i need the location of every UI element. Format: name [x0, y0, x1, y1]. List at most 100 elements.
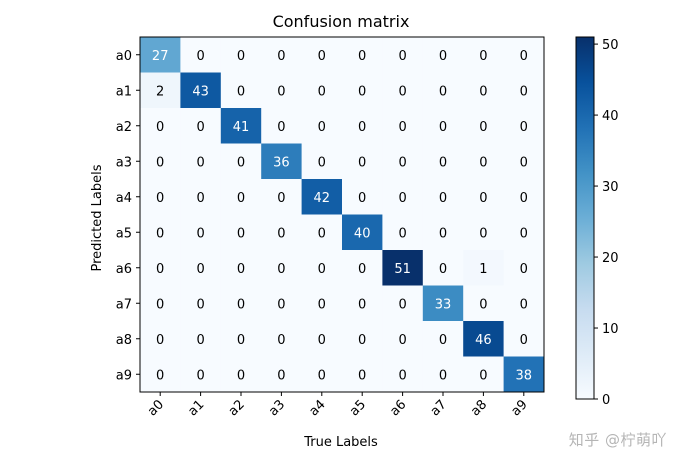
heatmap-cell — [422, 108, 464, 144]
cell-value-label: 0 — [520, 155, 528, 170]
heatmap-cell — [261, 72, 302, 109]
cell-value-label: 0 — [479, 191, 487, 206]
x-axis-label: True Labels — [303, 435, 378, 450]
cell-value-label: 0 — [398, 297, 406, 312]
heatmap-cell — [301, 321, 343, 357]
heatmap-cell — [422, 321, 464, 357]
heatmap-cell — [180, 72, 222, 109]
cell-value-label: 2 — [156, 84, 164, 99]
cell-value-label: 0 — [439, 333, 447, 348]
cell-value-label: 0 — [520, 297, 528, 312]
x-axis: a0 a1 a2 a3 a4 a5 a6 a7 a8 a9 — [145, 392, 531, 419]
cell-value-label: 1 — [479, 262, 487, 277]
cell-value-label: 0 — [398, 333, 406, 348]
cell-value-label: 0 — [520, 84, 528, 99]
cell-value-label: 0 — [156, 226, 164, 241]
heatmap-cell — [301, 285, 343, 322]
cell-value-label: 0 — [237, 84, 245, 99]
y-tick-label: a7 — [116, 297, 132, 312]
heatmap-cell — [503, 285, 545, 322]
heatmap-cell — [422, 250, 464, 286]
cell-value-label: 0 — [398, 49, 406, 64]
heatmap-cell — [463, 250, 504, 286]
cell-value-label: 0 — [439, 49, 447, 64]
cell-value-label: 0 — [277, 191, 285, 206]
heatmap-cell — [422, 214, 464, 251]
cell-value-label: 0 — [398, 226, 406, 241]
heatmap-cell — [220, 321, 262, 357]
cell-value-label: 0 — [358, 368, 366, 383]
cell-value-label: 0 — [358, 297, 366, 312]
heatmap-cell — [382, 285, 424, 322]
heatmap-cell — [220, 285, 262, 322]
cell-value-label: 0 — [237, 49, 245, 64]
heatmap-cell — [382, 321, 424, 357]
cell-value-label: 0 — [358, 155, 366, 170]
heatmap-cell — [463, 214, 504, 251]
cell-value-label: 0 — [398, 84, 406, 99]
heatmap-cell — [261, 356, 302, 393]
cell-value-label: 51 — [394, 262, 411, 277]
heatmap-cell — [301, 250, 343, 286]
heatmap-cell — [382, 72, 424, 109]
heatmap-cell — [180, 179, 222, 215]
heatmap-cell — [422, 356, 464, 393]
cell-value-label: 0 — [358, 49, 366, 64]
cell-value-label: 0 — [156, 155, 164, 170]
cell-value-label: 0 — [479, 120, 487, 135]
cell-value-label: 0 — [318, 155, 326, 170]
heatmap-cell — [301, 72, 343, 109]
cell-value-label: 0 — [196, 262, 204, 277]
cell-value-label: 0 — [439, 368, 447, 383]
cell-value-label: 0 — [196, 120, 204, 135]
heatmap-cell — [220, 72, 262, 109]
cell-value-label: 0 — [520, 120, 528, 135]
heatmap-cell — [140, 285, 181, 322]
cell-value-label: 0 — [196, 49, 204, 64]
heatmap-cell — [220, 250, 262, 286]
cell-value-label: 0 — [277, 333, 285, 348]
heatmap-cell — [342, 285, 383, 322]
heatmap-cell — [342, 321, 383, 357]
heatmap-cell — [503, 321, 545, 357]
heatmap-cell — [301, 37, 343, 73]
cell-value-label: 38 — [516, 368, 533, 383]
heatmap-cell — [463, 108, 504, 144]
x-tick-label: a9 — [509, 397, 531, 419]
heatmap-cell — [422, 179, 464, 215]
heatmap-cell — [140, 72, 181, 109]
cell-value-label: 0 — [237, 368, 245, 383]
heatmap-cell — [463, 356, 504, 393]
cell-value-label: 0 — [196, 191, 204, 206]
heatmap-cell — [261, 321, 302, 357]
heatmap-cell — [503, 108, 545, 144]
heatmap-cell — [220, 356, 262, 393]
cell-value-label: 0 — [156, 120, 164, 135]
cell-value-label: 0 — [439, 155, 447, 170]
x-tick-label: a8 — [468, 397, 490, 419]
heatmap-cell — [463, 37, 504, 73]
heatmap-cell — [422, 72, 464, 109]
cell-value-label: 0 — [358, 333, 366, 348]
cell-value-label: 0 — [520, 49, 528, 64]
cell-value-label: 0 — [439, 226, 447, 241]
heatmap-cell — [220, 214, 262, 251]
heatmap-cell — [422, 285, 464, 322]
cell-value-label: 0 — [318, 84, 326, 99]
heatmap-cell — [140, 179, 181, 215]
heatmap-cell — [180, 108, 222, 144]
cell-value-label: 0 — [358, 191, 366, 206]
heatmap-cell — [261, 214, 302, 251]
y-tick-label: a3 — [116, 155, 132, 170]
y-tick-label: a6 — [116, 262, 132, 277]
heatmap-cell — [180, 321, 222, 357]
heatmap-cell — [422, 143, 464, 180]
cell-value-label: 0 — [156, 297, 164, 312]
heatmap-cell — [220, 143, 262, 180]
heatmap-cell — [382, 356, 424, 393]
y-tick-label: a2 — [116, 120, 132, 135]
cell-value-label: 0 — [156, 262, 164, 277]
heatmap-cell — [261, 179, 302, 215]
heatmap-cell — [301, 214, 343, 251]
